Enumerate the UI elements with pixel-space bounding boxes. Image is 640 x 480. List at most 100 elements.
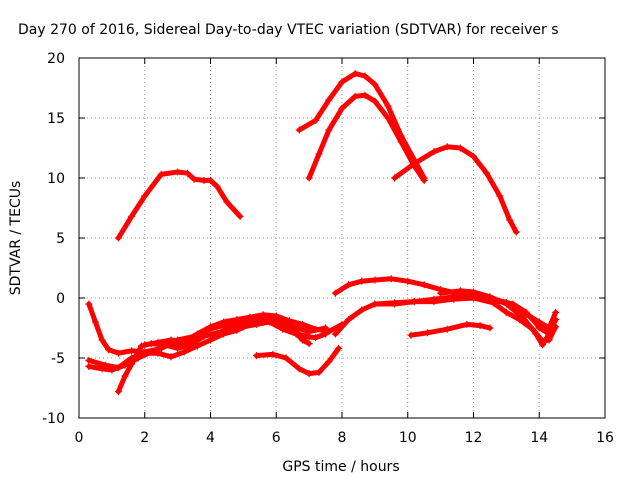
data-point <box>358 277 366 285</box>
data-point <box>272 312 280 320</box>
data-point <box>187 341 195 349</box>
data-point <box>470 152 477 160</box>
data-point <box>114 349 122 357</box>
data-point <box>282 354 290 362</box>
data-point <box>371 300 379 308</box>
data-point <box>239 323 247 331</box>
data-point <box>105 346 113 354</box>
data-point <box>174 344 182 352</box>
data-point <box>292 330 300 338</box>
data-point <box>279 325 287 333</box>
data-point <box>552 308 560 316</box>
data-point <box>141 349 149 357</box>
data-point <box>312 334 320 342</box>
x-tick-label: 10 <box>399 430 417 446</box>
data-point <box>496 192 504 200</box>
data-point <box>486 324 494 332</box>
data-point <box>371 80 379 88</box>
data-point <box>371 97 379 105</box>
data-point <box>207 176 214 184</box>
axis-ticks <box>78 57 606 419</box>
data-point <box>325 96 333 104</box>
data-point <box>259 311 267 319</box>
data-point <box>387 275 395 283</box>
data-point <box>391 299 399 307</box>
data-point <box>476 322 484 330</box>
data-point <box>193 342 201 350</box>
series-track <box>489 296 556 336</box>
data-point <box>539 341 547 349</box>
data-point <box>371 276 379 284</box>
data-point <box>325 126 333 134</box>
data-point <box>226 325 234 333</box>
data-point <box>114 388 122 396</box>
data-point <box>420 176 428 184</box>
data-point <box>114 364 122 372</box>
series-line <box>142 312 345 348</box>
data-point <box>253 320 261 328</box>
chart-title: Day 270 of 2016, Sidereal Day-to-day VTE… <box>18 22 559 38</box>
x-tick-label: 2 <box>140 430 149 446</box>
data-point <box>305 370 313 378</box>
data-point <box>437 289 445 297</box>
data-point <box>331 330 339 338</box>
data-point <box>358 306 366 314</box>
data-point <box>190 175 198 183</box>
x-tick-label: 4 <box>206 430 215 446</box>
data-point <box>266 318 274 326</box>
data-point <box>325 328 333 336</box>
data-point <box>315 368 323 376</box>
y-tick-label: 0 <box>56 291 65 307</box>
data-point <box>315 150 323 158</box>
series-line <box>438 288 559 348</box>
data-point <box>207 336 214 344</box>
data-point <box>443 325 451 333</box>
data-point <box>338 78 346 86</box>
data-point <box>154 338 162 346</box>
data-point <box>312 325 320 333</box>
data-point <box>335 344 343 352</box>
data-point <box>305 332 313 340</box>
data-point <box>470 294 477 302</box>
data-point <box>85 362 93 370</box>
data-point <box>220 318 228 326</box>
data-point <box>121 372 129 380</box>
data-point <box>410 298 418 306</box>
data-point <box>456 144 464 152</box>
data-point <box>246 313 254 321</box>
data-point <box>183 169 191 177</box>
data-point <box>516 305 524 313</box>
series-track <box>391 143 520 236</box>
data-point <box>345 316 353 324</box>
data-point <box>338 104 346 112</box>
x-tick-label: 16 <box>596 430 614 446</box>
x-tick-label: 6 <box>272 430 281 446</box>
data-point <box>295 365 303 373</box>
data-point <box>295 126 303 134</box>
data-point <box>285 317 293 325</box>
series-line <box>392 144 519 235</box>
data-point <box>128 212 136 220</box>
series-track <box>141 311 346 349</box>
data-point <box>233 316 241 324</box>
data-point <box>200 332 208 340</box>
data-point <box>361 91 369 99</box>
data-point <box>463 320 471 328</box>
data-point <box>141 192 149 200</box>
data-point <box>483 169 491 177</box>
data-point <box>351 92 359 100</box>
data-point <box>506 216 514 224</box>
data-point <box>269 350 277 358</box>
data-point <box>85 356 93 364</box>
data-point <box>154 349 162 357</box>
series-track <box>295 70 428 182</box>
data-point <box>430 148 438 156</box>
y-axis-title: SDTVAR / TECUs <box>8 181 24 296</box>
data-point <box>407 331 415 339</box>
data-point <box>167 353 175 361</box>
data-point <box>456 287 464 295</box>
x-tick-labels: 0 2 4 6 8 10 12 14 16 <box>75 430 614 446</box>
data-point <box>85 300 93 308</box>
